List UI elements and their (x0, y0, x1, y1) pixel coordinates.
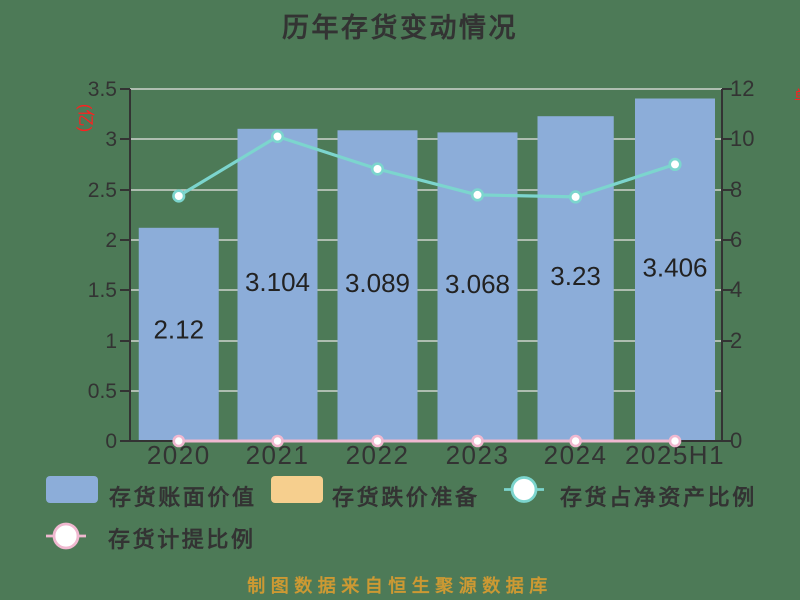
svg-text:2: 2 (105, 229, 117, 252)
svg-text:单位(%): 单位(%) (794, 88, 800, 105)
svg-text:3.068: 3.068 (445, 269, 510, 299)
svg-text:0.5: 0.5 (88, 380, 117, 403)
svg-text:6: 6 (730, 227, 742, 252)
svg-text:1: 1 (105, 330, 117, 353)
svg-text:0: 0 (105, 430, 117, 453)
svg-text:2.12: 2.12 (153, 315, 204, 345)
svg-text:(亿): (亿) (76, 104, 95, 132)
svg-text:4: 4 (730, 277, 742, 302)
svg-text:3.089: 3.089 (345, 268, 410, 298)
svg-text:3.23: 3.23 (550, 261, 601, 291)
svg-text:3.104: 3.104 (245, 267, 310, 297)
svg-text:0: 0 (730, 428, 742, 453)
svg-text:12: 12 (730, 76, 754, 101)
svg-text:2: 2 (730, 328, 742, 353)
svg-text:3.406: 3.406 (642, 253, 707, 283)
svg-text:2.5: 2.5 (88, 179, 117, 202)
svg-text:1.5: 1.5 (88, 279, 117, 302)
svg-text:3: 3 (105, 128, 117, 151)
svg-text:10: 10 (730, 126, 754, 151)
svg-text:8: 8 (730, 177, 742, 202)
svg-text:3.5: 3.5 (88, 78, 117, 101)
